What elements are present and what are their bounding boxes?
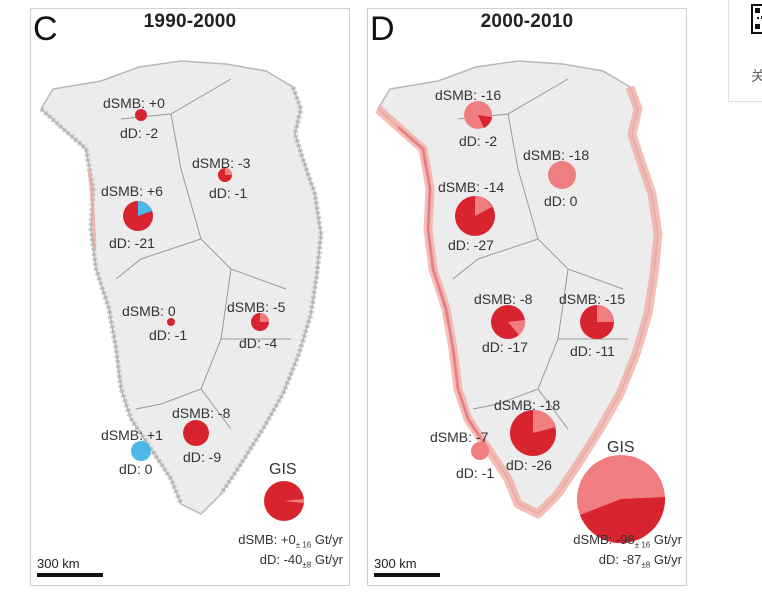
panel-letter: D [370, 10, 395, 48]
drainage-divides [452, 78, 628, 430]
ice-sheet-totals: dSMB: +0± 16 Gt/yr dD: -40±8 Gt/yr [238, 532, 343, 573]
scale-bar-line [374, 573, 440, 577]
gis-label: GIS [607, 439, 635, 456]
basin-dd-label: dD: -2 [120, 125, 159, 141]
map-panel-c: C 1990-2000 dSMB: +0 dD: -2 dSMB: -3 dD:… [30, 8, 350, 586]
totals-dd-uncertainty: ±8 [641, 561, 651, 570]
basin-smb-label: dSMB: 0 [122, 303, 176, 319]
panel-period-title: 1990-2000 [143, 11, 237, 32]
basin-smb-label: dSMB: -8 [172, 405, 231, 421]
basin-pie-5 [580, 305, 614, 339]
basin-dd-label: dD: -4 [239, 335, 278, 351]
basin-smb-label: dSMB: -8 [474, 291, 533, 307]
basin-smb-label: dSMB: +1 [101, 427, 163, 443]
basin-pie-7 [471, 442, 489, 460]
greenland-landmass [40, 60, 322, 515]
greenland-map-d [374, 60, 666, 544]
ice-sheet-totals: dSMB: -98± 16 Gt/yr dD: -87±8 Gt/yr [573, 532, 682, 573]
basin-dd-label: dD: 0 [119, 461, 153, 477]
margin-melt-west [87, 168, 97, 250]
basin-smb-label: dSMB: -3 [192, 155, 251, 171]
scale-bar-line [37, 573, 103, 577]
basin-smb-label: dSMB: -18 [494, 397, 561, 413]
basin-dd-label: dD: -2 [459, 133, 498, 149]
side-caption-text: 关 [751, 68, 762, 84]
basin-smb-label: dSMB: -15 [559, 291, 626, 307]
basin-dd-label: dD: -17 [482, 339, 528, 355]
gis-label: GIS [269, 461, 297, 478]
basin-dd-label: dD: -9 [183, 449, 222, 465]
basin-pie-4 [491, 305, 526, 339]
basin-dd-label: dD: -21 [109, 235, 155, 251]
basin-smb-label: dSMB: -16 [435, 87, 502, 103]
basin-dd-label: dD: -1 [209, 185, 248, 201]
basin-smb-label: dSMB: -14 [438, 179, 505, 195]
basin-dd-label: dD: 0 [544, 193, 578, 209]
drainage-divides [115, 78, 291, 430]
basin-smb-label: dSMB: -7 [430, 429, 489, 445]
totals-dd-uncertainty: ±8 [302, 561, 312, 570]
totals-smb-unit: Gt/yr [311, 531, 343, 547]
basin-pie-7 [131, 441, 151, 461]
basin-pie-3 [123, 201, 153, 231]
basin-smb-label: dSMB: +0 [103, 95, 165, 111]
basin-pie-2 [548, 161, 576, 189]
greenland-map-c [39, 60, 324, 521]
basin-pie-6 [183, 420, 209, 446]
qr-code-icon[interactable] [751, 4, 762, 34]
totals-smb-uncertainty: ± 16 [295, 540, 312, 550]
basin-dd-label: dD: -11 [570, 343, 615, 359]
totals-dd-value: dD: -87 [598, 552, 642, 568]
basin-pie-2 [218, 168, 232, 182]
totals-dd-unit: Gt/yr [311, 552, 343, 568]
margin-melt-core [397, 125, 490, 450]
basin-smb-label: dSMB: +6 [101, 183, 163, 199]
basin-pie-6 [510, 409, 556, 456]
scale-label: 300 km [374, 556, 417, 571]
basin-dd-label: dD: -27 [448, 237, 494, 253]
basin-dd-label: dD: -26 [506, 457, 552, 473]
totals-dd-value: dD: -40 [259, 552, 303, 568]
gis-pie [577, 455, 666, 544]
basin-smb-label: dSMB: -5 [227, 299, 286, 315]
totals-dd-unit: Gt/yr [650, 552, 682, 568]
basin-smb-label: dSMB: -18 [523, 147, 590, 163]
panel-period-title: 2000-2010 [480, 11, 574, 32]
basin-pie-4 [167, 318, 175, 326]
totals-smb-value: dSMB: -98 [573, 531, 635, 547]
scale-label: 300 km [37, 556, 80, 571]
coastal-rock-west [39, 107, 184, 505]
basin-pie-3 [455, 196, 495, 236]
totals-smb-uncertainty: ± 16 [634, 540, 651, 550]
gis-pie [264, 481, 304, 521]
totals-smb-unit: Gt/yr [650, 531, 682, 547]
basin-dd-label: dD: -1 [456, 465, 495, 481]
basin-pie-1 [464, 101, 492, 129]
panel-letter: C [33, 10, 58, 48]
side-share-widget[interactable]: 关 [728, 0, 762, 102]
scale-bar: 300 km [374, 557, 440, 577]
totals-smb-value: dSMB: +0 [238, 531, 296, 547]
basin-pie-1 [135, 109, 147, 121]
scale-bar: 300 km [37, 557, 103, 577]
map-panel-d: D 2000-2010 dSMB: -16 dD: -2 dSMB: -18 d… [367, 8, 687, 586]
basin-dd-label: dD: -1 [149, 327, 188, 343]
basin-pie-5 [251, 313, 269, 331]
